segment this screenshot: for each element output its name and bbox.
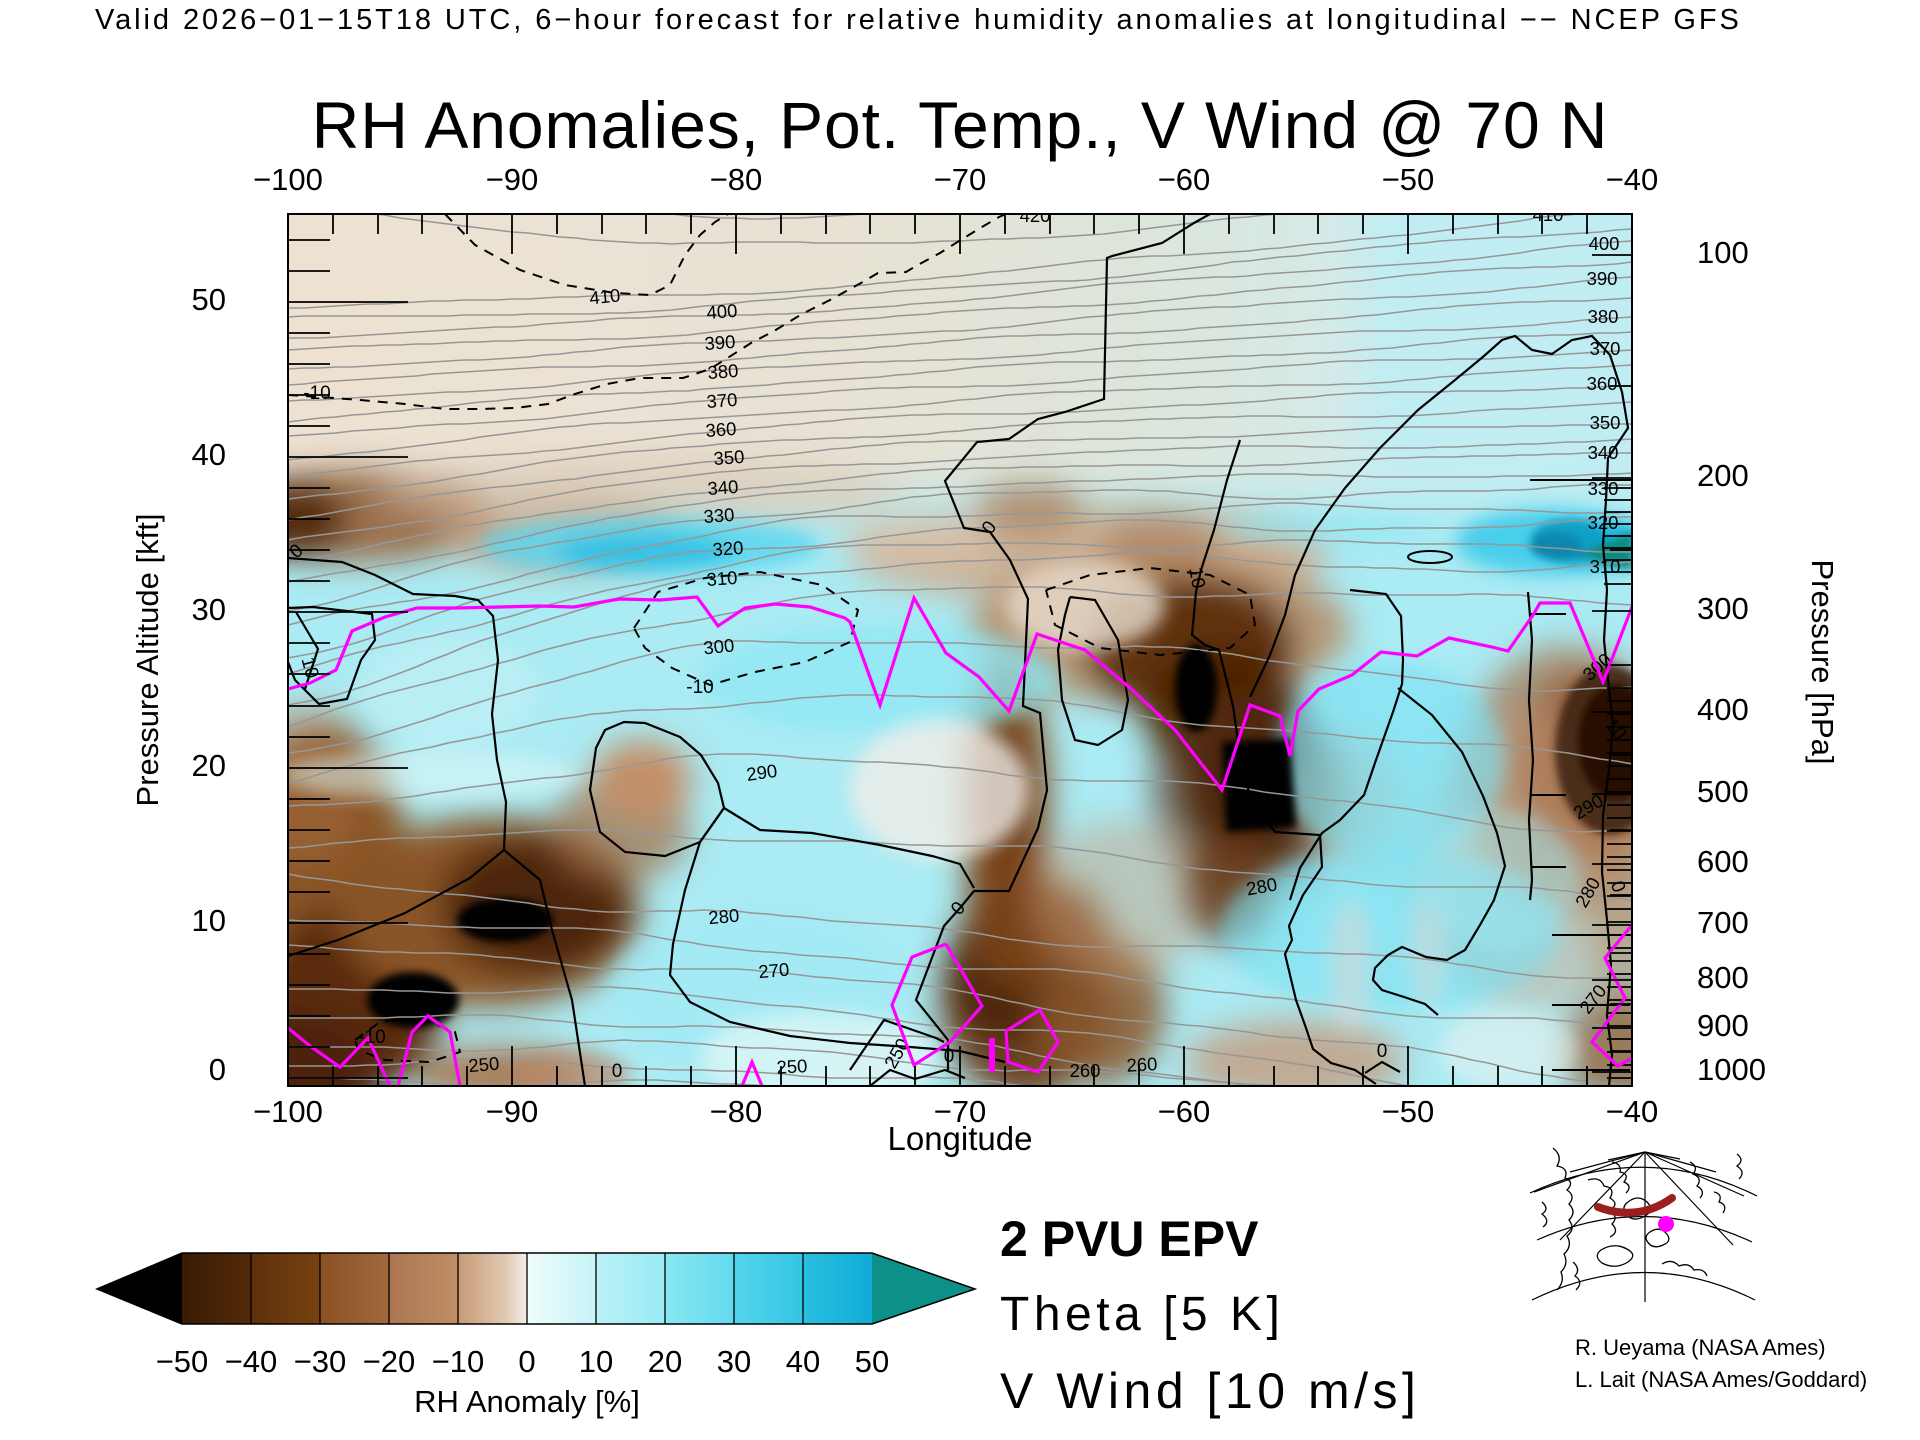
svg-text:500: 500 bbox=[1697, 774, 1749, 809]
svg-text:260: 260 bbox=[1070, 1060, 1101, 1081]
svg-text:10: 10 bbox=[192, 903, 226, 938]
svg-text:−80: −80 bbox=[710, 1094, 763, 1129]
svg-text:10: 10 bbox=[1184, 566, 1208, 590]
svg-text:−80: −80 bbox=[710, 162, 763, 197]
svg-text:330: 330 bbox=[703, 504, 735, 527]
svg-text:-10: -10 bbox=[686, 677, 713, 698]
svg-text:300: 300 bbox=[1697, 591, 1749, 626]
svg-text:400: 400 bbox=[706, 300, 738, 323]
svg-text:R. Ueyama (NASA Ames): R. Ueyama (NASA Ames) bbox=[1575, 1335, 1826, 1360]
svg-text:0: 0 bbox=[612, 1061, 623, 1082]
svg-text:0: 0 bbox=[209, 1052, 226, 1087]
svg-text:−50: −50 bbox=[1382, 1094, 1435, 1129]
svg-text:L. Lait (NASA Ames/Goddard): L. Lait (NASA Ames/Goddard) bbox=[1575, 1367, 1867, 1392]
svg-text:30: 30 bbox=[717, 1344, 751, 1379]
svg-text:40: 40 bbox=[192, 437, 226, 472]
svg-text:410: 410 bbox=[1533, 204, 1564, 225]
svg-text:−10: −10 bbox=[432, 1344, 485, 1379]
svg-text:40: 40 bbox=[786, 1344, 820, 1379]
svg-text:RH Anomaly [%]: RH Anomaly [%] bbox=[414, 1384, 640, 1419]
svg-text:−100: −100 bbox=[253, 1094, 323, 1129]
svg-text:2 PVU EPV: 2 PVU EPV bbox=[1000, 1211, 1259, 1267]
svg-text:340: 340 bbox=[707, 476, 739, 499]
svg-text:400: 400 bbox=[1697, 692, 1749, 727]
svg-text:320: 320 bbox=[1588, 512, 1619, 533]
svg-text:250: 250 bbox=[468, 1053, 501, 1077]
svg-text:350: 350 bbox=[713, 446, 745, 469]
svg-text:0: 0 bbox=[1377, 1041, 1388, 1062]
svg-text:−50: −50 bbox=[1382, 162, 1435, 197]
svg-text:800: 800 bbox=[1697, 960, 1749, 995]
svg-text:Longitude: Longitude bbox=[888, 1120, 1033, 1157]
svg-text:−90: −90 bbox=[486, 162, 539, 197]
svg-text:Valid 2026−01−15T18 UTC, 6−hou: Valid 2026−01−15T18 UTC, 6−hour forecast… bbox=[95, 4, 1742, 36]
svg-text:20: 20 bbox=[648, 1344, 682, 1379]
svg-text:V Wind [10 m/s]: V Wind [10 m/s] bbox=[1000, 1363, 1420, 1419]
svg-text:50: 50 bbox=[855, 1344, 889, 1379]
svg-text:700: 700 bbox=[1697, 905, 1749, 940]
svg-text:Pressure Altitude [kft]: Pressure Altitude [kft] bbox=[130, 514, 165, 807]
svg-text:410: 410 bbox=[588, 284, 621, 308]
svg-text:200: 200 bbox=[1697, 458, 1749, 493]
svg-text:420: 420 bbox=[1020, 205, 1051, 226]
svg-text:−70: −70 bbox=[934, 1094, 987, 1129]
svg-text:370: 370 bbox=[706, 389, 738, 412]
svg-text:50: 50 bbox=[192, 282, 226, 317]
svg-text:-10: -10 bbox=[358, 1027, 385, 1048]
svg-text:Pressure [hPa]: Pressure [hPa] bbox=[1805, 559, 1840, 764]
svg-text:30: 30 bbox=[192, 592, 226, 627]
svg-text:-10: -10 bbox=[303, 383, 330, 404]
svg-text:−50: −50 bbox=[156, 1344, 209, 1379]
svg-text:100: 100 bbox=[1697, 235, 1749, 270]
svg-text:380: 380 bbox=[1588, 306, 1619, 327]
svg-text:Theta [5 K]: Theta [5 K] bbox=[1000, 1288, 1284, 1341]
svg-text:380: 380 bbox=[707, 360, 739, 383]
svg-text:−90: −90 bbox=[486, 1094, 539, 1129]
svg-text:330: 330 bbox=[1588, 478, 1619, 499]
svg-text:340: 340 bbox=[1588, 442, 1619, 463]
svg-text:−40: −40 bbox=[225, 1344, 278, 1379]
svg-text:0: 0 bbox=[944, 1046, 955, 1067]
svg-text:10: 10 bbox=[579, 1344, 613, 1379]
svg-text:−60: −60 bbox=[1158, 162, 1211, 197]
svg-text:260: 260 bbox=[1126, 1053, 1158, 1076]
svg-text:RH Anomalies, Pot. Temp., V Wi: RH Anomalies, Pot. Temp., V Wind @ 70 N bbox=[312, 88, 1609, 162]
svg-text:360: 360 bbox=[1587, 373, 1618, 394]
svg-text:900: 900 bbox=[1697, 1008, 1749, 1043]
svg-text:390: 390 bbox=[704, 331, 736, 354]
svg-text:350: 350 bbox=[1590, 412, 1621, 433]
svg-text:20: 20 bbox=[192, 748, 226, 783]
svg-text:−30: −30 bbox=[294, 1344, 347, 1379]
svg-text:0: 0 bbox=[518, 1344, 535, 1379]
svg-text:−100: −100 bbox=[253, 162, 323, 197]
svg-text:270: 270 bbox=[758, 959, 791, 983]
svg-text:1000: 1000 bbox=[1697, 1052, 1766, 1087]
svg-text:290: 290 bbox=[745, 760, 778, 785]
svg-text:300: 300 bbox=[702, 634, 735, 658]
svg-text:310: 310 bbox=[706, 567, 738, 590]
svg-text:320: 320 bbox=[712, 537, 744, 560]
svg-text:360: 360 bbox=[705, 418, 737, 441]
svg-text:−60: −60 bbox=[1158, 1094, 1211, 1129]
svg-text:−70: −70 bbox=[934, 162, 987, 197]
svg-text:250: 250 bbox=[776, 1055, 808, 1078]
svg-text:600: 600 bbox=[1697, 844, 1749, 879]
svg-text:−40: −40 bbox=[1606, 1094, 1659, 1129]
svg-text:280: 280 bbox=[708, 905, 741, 929]
svg-text:−20: −20 bbox=[363, 1344, 416, 1379]
svg-text:390: 390 bbox=[1587, 268, 1618, 289]
svg-text:−40: −40 bbox=[1606, 162, 1659, 197]
svg-text:400: 400 bbox=[1589, 233, 1620, 254]
